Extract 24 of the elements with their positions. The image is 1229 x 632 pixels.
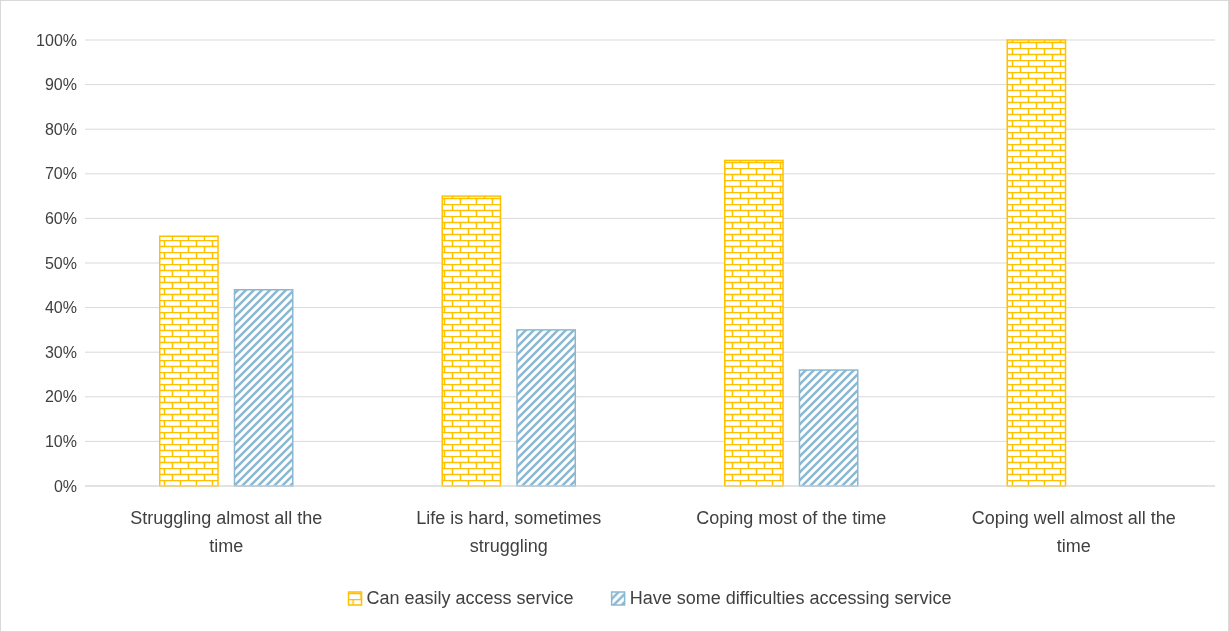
bar (516, 329, 577, 487)
bar (798, 369, 859, 487)
y-tick-label: 80% (44, 120, 77, 138)
y-tick-label: 40% (44, 299, 77, 317)
bar (723, 159, 784, 487)
y-tick-label: 70% (44, 165, 77, 183)
y-tick-label: 60% (44, 210, 77, 228)
y-tick-label: 30% (44, 343, 77, 361)
legend-label: Have some difficulties accessing service (629, 588, 952, 608)
x-tick-label: Coping most of the time (696, 508, 887, 528)
x-tick-label: Coping well almost all the time (971, 508, 1176, 556)
y-tick-label: 0% (53, 477, 77, 495)
bar (233, 289, 294, 487)
y-tick-label: 90% (44, 76, 77, 94)
legend-label: Can easily access service (366, 588, 574, 608)
bar (1006, 39, 1067, 487)
x-tick-label: Struggling almost all the time (130, 508, 323, 556)
y-tick-label: 10% (44, 433, 77, 451)
x-tick-label: Life is hard, sometimes struggling (416, 508, 602, 556)
y-tick-label: 50% (44, 254, 77, 272)
bar (158, 235, 219, 487)
y-tick-label: 100% (36, 31, 77, 49)
bar (441, 195, 502, 487)
y-tick-label: 20% (44, 388, 77, 406)
